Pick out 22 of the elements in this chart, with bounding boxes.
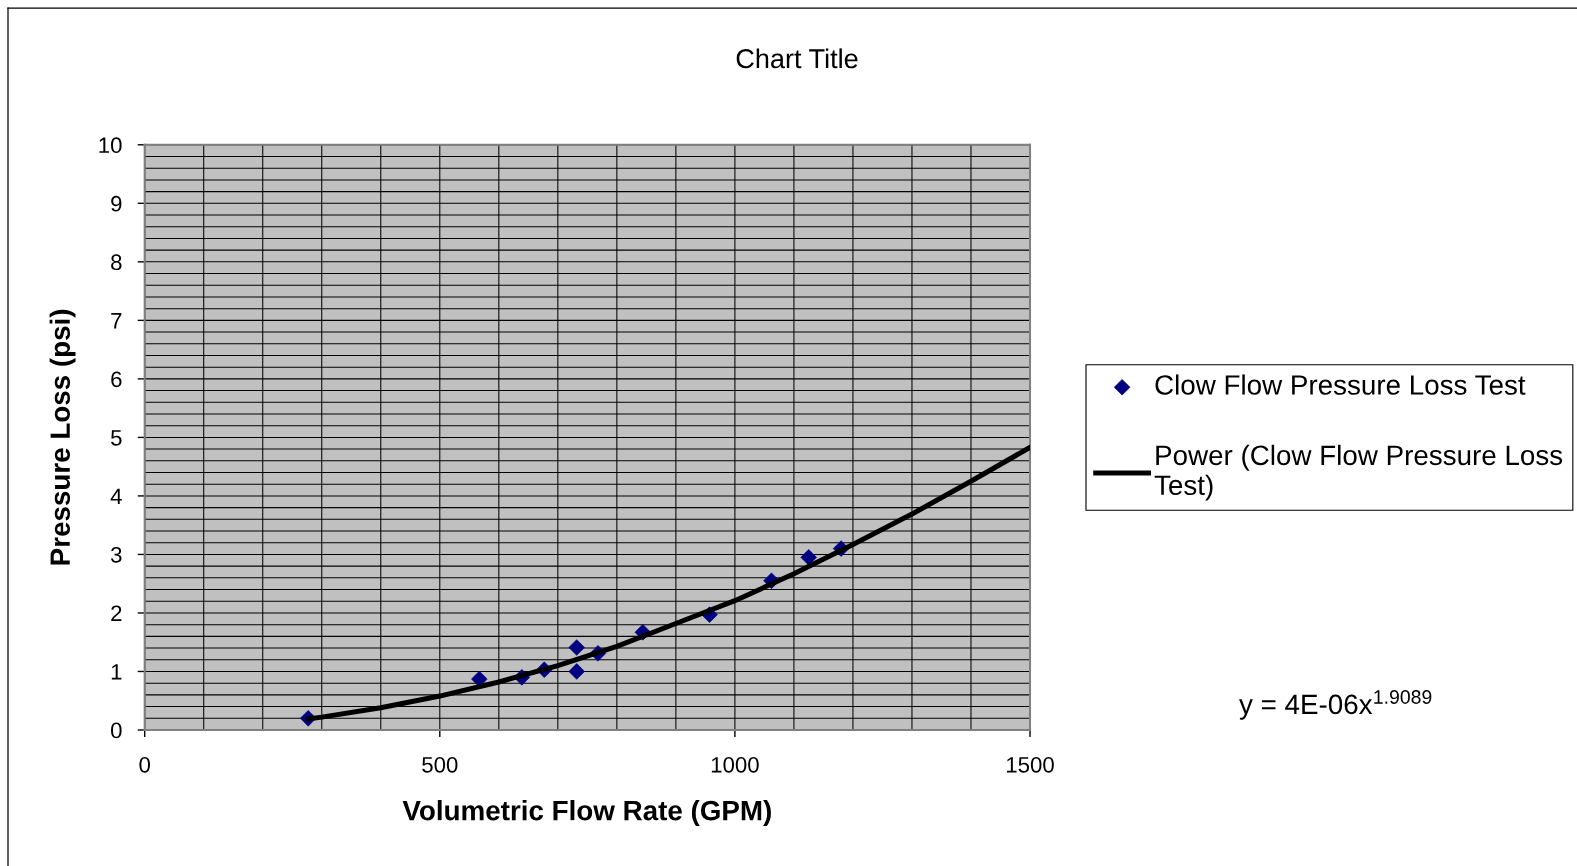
text: y = 4E-06x$^{1.9089}$: [1239, 690, 1432, 720]
y-tick-label: 0: [110, 722, 122, 739]
y-axis-title: Pressure Loss (psi): [49, 309, 76, 565]
legend-label: Power (Clow Flow Pressure Loss Test): [1154, 444, 1563, 501]
y-tick-label: 6: [111, 371, 122, 388]
x-axis-title: Volumetric Flow Rate (GPM): [402, 800, 771, 826]
x-tick-label: 1500: [1006, 756, 1054, 773]
y-tick-label: 2: [111, 605, 122, 622]
x-tick-label: 500: [422, 756, 458, 773]
y-tick-label: 1: [111, 664, 122, 680]
y-tick-label: 8: [111, 254, 122, 271]
point: [568, 663, 585, 680]
y-tick-label: 9: [111, 195, 122, 212]
legend-label: Clow Flow Pressure Loss Test: [1155, 374, 1526, 395]
x-tick-label: 1000: [711, 756, 759, 773]
y-tick-label: 3: [110, 546, 122, 563]
y-tick-label: 7: [111, 313, 122, 329]
x-tick-label: 0: [139, 756, 151, 773]
y-tick-label: 4: [110, 488, 122, 504]
chart-title: Chart Title: [736, 48, 858, 69]
y-tick-label: 5: [111, 430, 122, 446]
y-tick-label: 10: [99, 137, 122, 154]
